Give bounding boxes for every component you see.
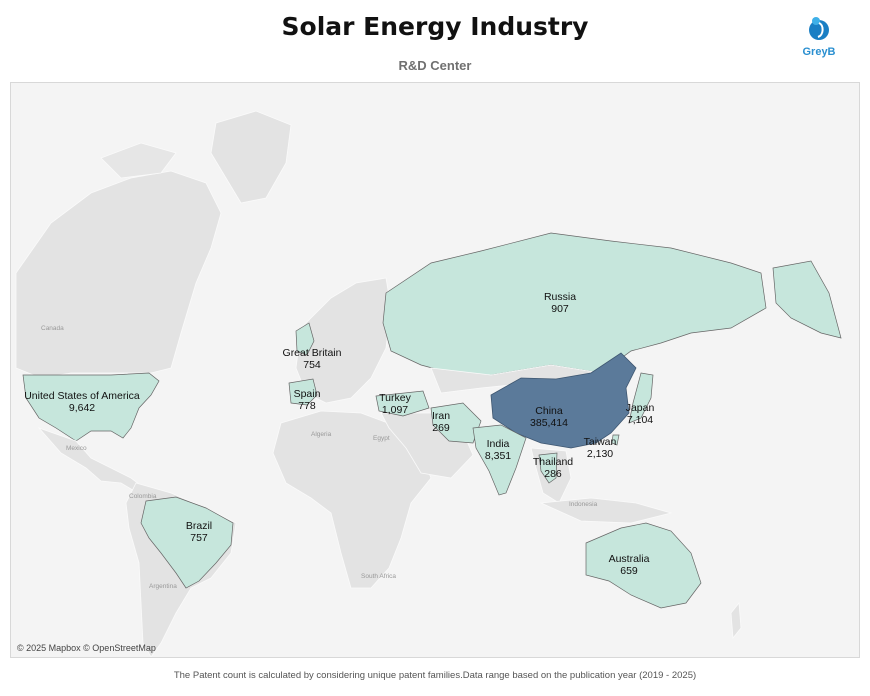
map-attribution[interactable]: © 2025 Mapbox © OpenStreetMap (17, 643, 156, 653)
canada-shape (15, 170, 222, 379)
country-value: 2,130 (586, 448, 614, 460)
country-value: 385,414 (530, 417, 568, 429)
country-value: 8,351 (484, 450, 512, 462)
great-britain-shape (295, 322, 315, 356)
logo-text: GreyB (802, 46, 836, 58)
country-label-brazil[interactable]: Brazil 757 (186, 520, 212, 544)
country-name: Turkey (379, 392, 411, 404)
country-value: 659 (620, 565, 638, 577)
country-label-russia[interactable]: Russia 907 (544, 291, 576, 315)
country-label-japan[interactable]: Japan 7,104 (626, 402, 655, 426)
country-name: Taiwan (583, 436, 617, 448)
country-value: 1,097 (381, 404, 409, 416)
indonesia-shape (539, 497, 673, 524)
new-zealand-shape (730, 601, 742, 640)
base-label: Algeria (311, 431, 332, 438)
country-name: Japan (625, 402, 655, 414)
country-value: 907 (551, 303, 569, 315)
greyb-logo-icon (809, 17, 829, 40)
base-label: Canada (41, 325, 64, 332)
arctic-islands-shape (100, 142, 177, 179)
china-shape (490, 352, 637, 449)
country-name: Australia (608, 553, 650, 565)
country-label-india[interactable]: India 8,351 (485, 438, 511, 462)
country-label-great-britain[interactable]: Great Britain 754 (283, 347, 342, 371)
country-value: 286 (544, 468, 562, 480)
country-value: 9,642 (68, 402, 96, 414)
country-name: Iran (431, 410, 451, 422)
footnote: The Patent count is calculated by consid… (173, 670, 697, 681)
country-name: Great Britain (282, 347, 342, 359)
country-label-china[interactable]: China 385,414 (530, 405, 568, 429)
country-value: 778 (298, 400, 316, 412)
country-name: Thailand (532, 456, 574, 468)
taiwan-shape (611, 434, 620, 446)
japan-shape (628, 372, 654, 424)
country-label-thailand[interactable]: Thailand 286 (533, 456, 573, 480)
brazil-shape (140, 496, 234, 589)
country-label-australia[interactable]: Australia 659 (609, 553, 650, 577)
country-value: 757 (190, 532, 208, 544)
map-canvas (15, 110, 842, 657)
australia-shape (585, 522, 702, 609)
base-label: Mexico (66, 445, 87, 452)
country-name: Brazil (185, 520, 213, 532)
alaska-shape (772, 260, 842, 339)
base-label: Egypt (373, 435, 390, 442)
base-label: Colombia (129, 493, 157, 500)
country-value: 754 (303, 359, 321, 371)
thailand-shape (538, 452, 558, 484)
usa-shape (22, 372, 160, 442)
country-label-iran[interactable]: Iran 269 (432, 410, 450, 434)
page-title: Solar Energy Industry (281, 12, 589, 41)
india-shape (472, 424, 527, 496)
country-value: 269 (432, 422, 450, 434)
spain-shape (288, 378, 318, 406)
mexico-shape (37, 427, 152, 496)
country-name: China (535, 405, 563, 417)
country-name: India (486, 438, 510, 450)
iran-shape (430, 402, 482, 444)
greyb-logo: GreyB (797, 15, 841, 58)
greenland-shape (210, 110, 292, 204)
country-label-spain[interactable]: Spain 778 (294, 388, 321, 412)
country-value: 7,104 (626, 414, 654, 426)
country-label-turkey[interactable]: Turkey 1,097 (379, 392, 411, 416)
country-label-usa[interactable]: United States of America 9,642 (24, 390, 140, 414)
country-name: Russia (543, 291, 577, 303)
base-label: Argentina (149, 583, 177, 590)
country-name: Spain (293, 388, 321, 400)
base-label: Indonesia (569, 501, 598, 508)
world-map[interactable]: Canada Mexico Colombia Argentina Algeria… (10, 82, 860, 658)
base-label: South Africa (361, 573, 397, 580)
page-subtitle: R&D Center (398, 58, 472, 73)
country-name: United States of America (24, 390, 140, 402)
country-label-taiwan[interactable]: Taiwan 2,130 (584, 436, 617, 460)
turkey-shape (375, 390, 430, 417)
